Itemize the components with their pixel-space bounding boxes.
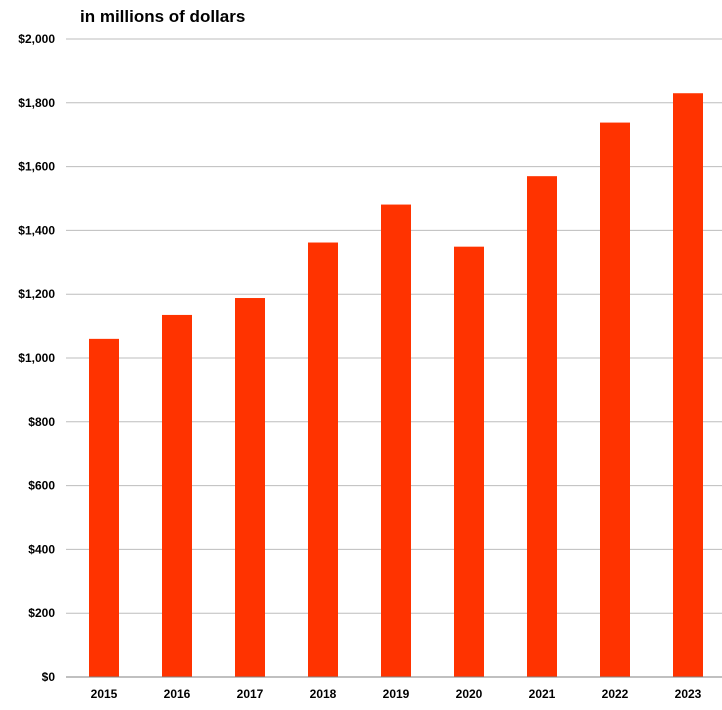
x-tick-label: 2016 (164, 687, 191, 701)
x-tick-label: 2017 (237, 687, 264, 701)
bar-2022 (600, 122, 630, 677)
x-tick-label: 2020 (456, 687, 483, 701)
bar-2019 (381, 204, 411, 677)
y-tick-label: $1,000 (18, 351, 55, 365)
x-tick-label: 2019 (383, 687, 410, 701)
y-tick-label: $0 (42, 670, 56, 684)
y-tick-label: $800 (28, 415, 55, 429)
x-tick-label: 2023 (675, 687, 702, 701)
x-tick-label: 2021 (529, 687, 556, 701)
bar-2015 (89, 338, 119, 677)
y-tick-label: $1,800 (18, 96, 55, 110)
y-tick-label: $1,600 (18, 160, 55, 174)
y-tick-label: $200 (28, 606, 55, 620)
y-tick-label: $600 (28, 479, 55, 493)
x-tick-label: 2022 (602, 687, 629, 701)
bar-2016 (162, 314, 192, 677)
y-tick-label: $1,400 (18, 223, 55, 237)
bar-2021 (527, 176, 557, 678)
x-axis-ticks: 2015 2016 2017 2018 2019 2020 2021 2022 2023 (91, 687, 702, 701)
x-tick-label: 2018 (310, 687, 337, 701)
x-tick-label: 2015 (91, 687, 118, 701)
unit-label: in millions of dollars (80, 7, 245, 26)
y-tick-label: $2,000 (18, 32, 55, 46)
y-tick-label: $1,200 (18, 287, 55, 301)
bar-2023 (673, 93, 703, 678)
bar-2017 (235, 298, 265, 677)
y-tick-label: $400 (28, 542, 55, 556)
y-axis-ticks: $0 $200 $400 $600 $800 $1,000 $1,200 $1,400 $1,6… (18, 32, 55, 684)
bar-2018 (308, 242, 338, 677)
bars (89, 93, 703, 678)
bar-2020 (454, 246, 484, 677)
